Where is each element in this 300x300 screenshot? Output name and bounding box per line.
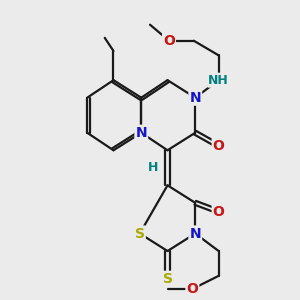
Text: O: O <box>163 34 175 48</box>
Text: NH: NH <box>208 74 229 87</box>
Text: H: H <box>148 161 158 174</box>
Text: O: O <box>213 205 225 219</box>
Text: S: S <box>163 272 172 286</box>
Text: O: O <box>213 139 225 153</box>
Text: O: O <box>186 282 198 296</box>
Text: S: S <box>135 226 145 241</box>
Text: N: N <box>135 126 147 140</box>
Text: N: N <box>190 226 201 241</box>
Text: N: N <box>190 91 201 105</box>
